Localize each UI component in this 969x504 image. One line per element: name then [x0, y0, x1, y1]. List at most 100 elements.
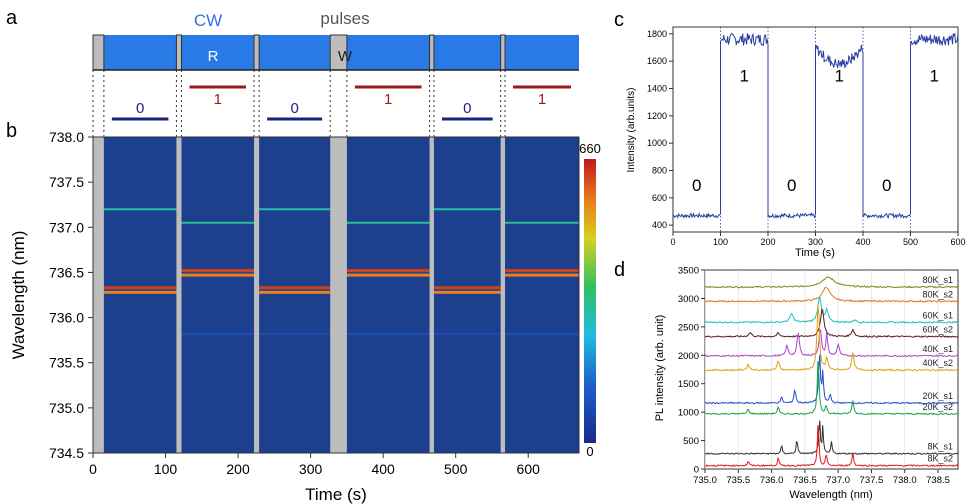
series-label: 40K_s2 [922, 358, 953, 368]
pulse-interval [500, 137, 506, 453]
emission-line [181, 332, 255, 335]
panel-a-schematic: CW pulses R W 0 1 0 1 0 1 [92, 9, 579, 137]
heatmap-ytick-label: 736.5 [49, 264, 84, 280]
panel-c-ytick-label: 1000 [647, 138, 667, 148]
panel-d-axes: 735.0 735.5 736.0 736.5 737.0 737.5 738.0 738.5… [678, 266, 950, 487]
spectrum-8K_s2 [705, 425, 958, 467]
panel-c-ytick-label: 800 [652, 166, 667, 176]
panel-d-xtick-label: 738.5 [926, 475, 950, 486]
emission-line [505, 269, 579, 273]
spectrum-40K_s2 [705, 304, 958, 372]
panel-c-ytick-label: 1200 [647, 111, 667, 121]
heatmap-ytick-label: 735.0 [49, 400, 84, 416]
emission-line [259, 286, 331, 290]
series-label: 40K_s1 [922, 344, 953, 354]
bit-label: 0 [290, 100, 298, 117]
panel-d-xtick-label: 737.5 [860, 475, 884, 486]
spectrum-8K_s1 [705, 420, 958, 456]
colorbar-min-label: 0 [586, 444, 593, 459]
panel-c-xlabel: Time (s) [795, 247, 835, 259]
panel-c-ytick-label: 600 [652, 193, 667, 203]
panel-d-frame [704, 269, 959, 470]
panel-c-xtick-label: 300 [808, 237, 823, 247]
panel-c-ytick-label: 1400 [647, 84, 667, 94]
bit-label: 0 [136, 100, 144, 117]
panel-c-xtick-label: 500 [903, 237, 918, 247]
panel-c-xtick-label: 100 [713, 237, 728, 247]
cw-block [433, 35, 501, 70]
panel-c-ylabel: Intensity (arb.units) [626, 87, 637, 172]
panel-c-ytick-label: 1800 [647, 29, 667, 39]
emission-line [346, 332, 430, 335]
panel-c-lineplot: 0 1 0 1 0 1 0 100 200 300 400 500 600 400 600 800 1000 1… [626, 26, 966, 259]
emission-line [181, 269, 255, 273]
pulses-label: pulses [320, 9, 369, 28]
panel-label-d: d [614, 259, 625, 281]
heatmap-ytick-label: 734.5 [49, 445, 84, 461]
heatmap-xtick-label: 600 [517, 461, 541, 477]
panel-c-xtick-label: 600 [950, 237, 965, 247]
spectrum-60K_s2 [705, 309, 958, 338]
emission-line [433, 332, 501, 335]
level-label: 1 [740, 67, 749, 86]
heatmap-ytick-label: 735.5 [49, 355, 84, 371]
series-label: 20K_s1 [922, 391, 953, 401]
emission-line [505, 332, 579, 335]
bit-label: 0 [463, 100, 471, 117]
panel-d-ytick-label: 1000 [678, 408, 699, 419]
panel-d-ytick-label: 2500 [678, 322, 699, 333]
pulse-sequence [92, 34, 579, 71]
pulse-block [429, 34, 435, 71]
bit-markers: 0 1 0 1 0 1 [92, 70, 571, 137]
panel-label-c: c [614, 9, 624, 31]
heatmap-axes: 0 100 200 300 400 500 600 734.5 735.0 735.5 736.0 7… [49, 129, 540, 477]
emission-line [433, 286, 501, 290]
emission-line [103, 208, 177, 211]
panel-d-spectra: 80K_s1 80K_s2 60K_s1 60K_s2 40K_s1 40K_s2 20K_… [654, 266, 959, 501]
panel-d-ytick-label: 500 [683, 436, 699, 447]
level-label: 0 [787, 176, 796, 195]
heatmap-ytick-label: 737.0 [49, 219, 84, 235]
bit-label: 1 [214, 91, 222, 108]
heatmap-ytick-label: 737.5 [49, 174, 84, 190]
pulse-interval [254, 137, 260, 453]
emission-line [346, 269, 430, 273]
cw-block [181, 35, 255, 70]
pulse-block [253, 34, 260, 71]
panel-label-b: b [6, 120, 17, 142]
series-label: 8K_s2 [927, 454, 953, 464]
panel-c-xtick-label: 200 [760, 237, 775, 247]
heatmap-content [93, 137, 579, 453]
cw-block [259, 35, 331, 70]
read-label: R [208, 48, 219, 65]
panel-d-xtick-label: 735.0 [693, 475, 717, 486]
panel-d-content: 80K_s1 80K_s2 60K_s1 60K_s2 40K_s1 40K_s2 20K_… [705, 270, 958, 469]
cw-label: CW [194, 11, 222, 30]
pulse-interval [330, 137, 347, 453]
emission-line [259, 208, 331, 211]
panel-c-xtick-label: 0 [670, 237, 675, 247]
panel-d-xtick-label: 735.5 [726, 475, 750, 486]
pulse-block [175, 34, 182, 71]
write-label: W [338, 48, 353, 65]
panel-d-xtick-label: 737.0 [826, 475, 850, 486]
panel-d-ytick-label: 0 [694, 465, 699, 476]
emission-line [433, 208, 501, 211]
pulse-interval [176, 137, 182, 453]
panel-b-heatmap: 0 100 200 300 400 500 600 734.5 735.0 735.5 736.0 7… [9, 129, 601, 504]
emission-line [505, 221, 579, 224]
heatmap-xtick-label: 400 [371, 461, 395, 477]
bit-label: 1 [384, 91, 392, 108]
cw-block [346, 35, 430, 70]
pulse-block [92, 34, 105, 71]
panel-d-ylabel: PL intensity (arb. unit) [654, 315, 666, 422]
emission-line [505, 273, 579, 277]
pulse-interval [93, 137, 104, 453]
emission-line [433, 290, 501, 294]
panel-c-ytick-label: 400 [652, 220, 667, 230]
level-label: 0 [692, 176, 701, 195]
heatmap-frame [92, 136, 580, 454]
series-label: 60K_s1 [922, 310, 953, 320]
cw-block [103, 35, 177, 70]
panel-d-ytick-label: 2000 [678, 351, 699, 362]
